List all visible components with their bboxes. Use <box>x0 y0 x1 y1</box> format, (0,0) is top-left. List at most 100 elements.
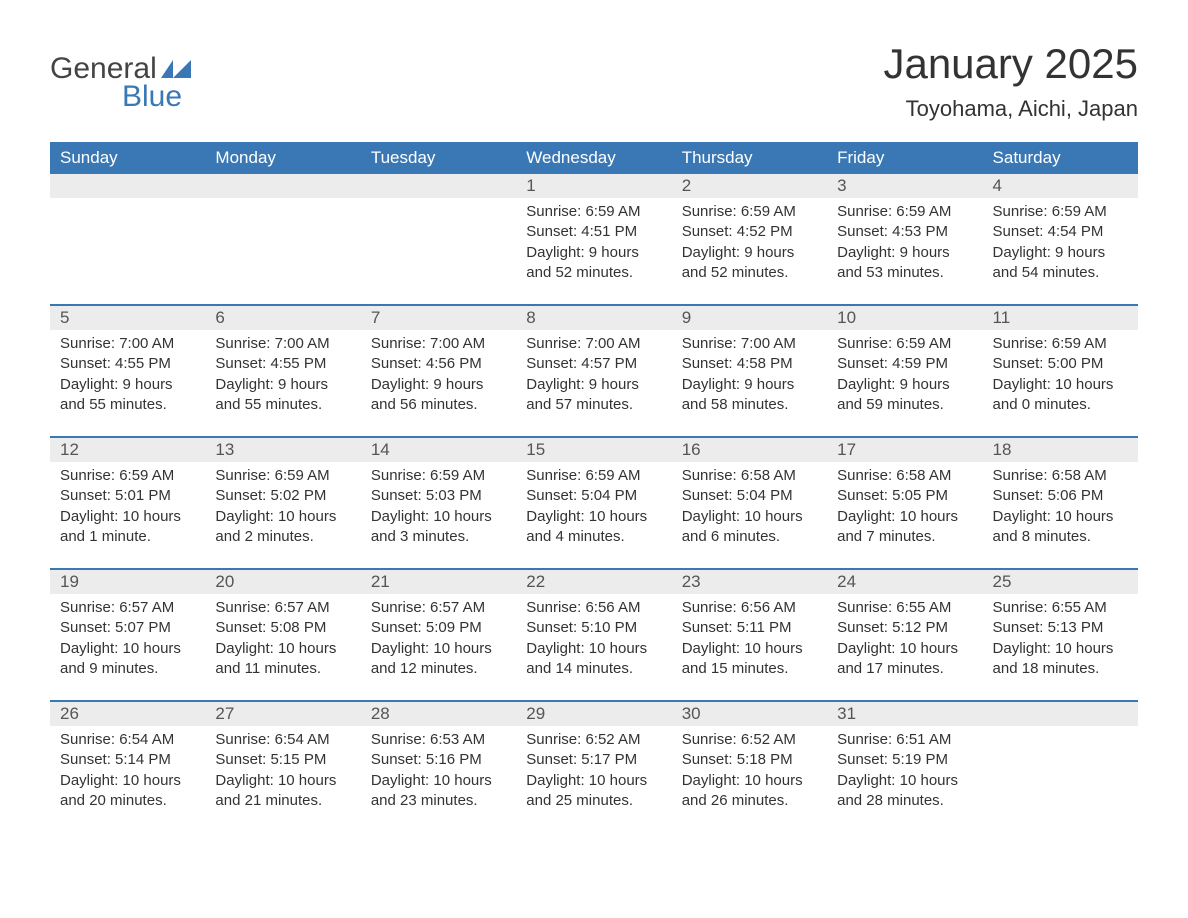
day-cell: 17Sunrise: 6:58 AMSunset: 5:05 PMDayligh… <box>827 438 982 568</box>
daylight-text: Daylight: 10 hours and 23 minutes. <box>371 771 506 812</box>
daylight-text: Daylight: 10 hours and 28 minutes. <box>837 771 972 812</box>
day-cell <box>50 174 205 304</box>
day-body: Sunrise: 6:55 AMSunset: 5:13 PMDaylight:… <box>983 594 1138 689</box>
sunset-text: Sunset: 4:53 PM <box>837 222 972 242</box>
day-body: Sunrise: 7:00 AMSunset: 4:55 PMDaylight:… <box>50 330 205 425</box>
weekday-saturday: Saturday <box>983 142 1138 174</box>
day-body: Sunrise: 6:59 AMSunset: 5:03 PMDaylight:… <box>361 462 516 557</box>
sunset-text: Sunset: 5:10 PM <box>526 618 661 638</box>
weekday-sunday: Sunday <box>50 142 205 174</box>
week-row: 1Sunrise: 6:59 AMSunset: 4:51 PMDaylight… <box>50 174 1138 304</box>
sunrise-text: Sunrise: 6:55 AM <box>837 598 972 618</box>
daylight-text: Daylight: 9 hours and 56 minutes. <box>371 375 506 416</box>
sunset-text: Sunset: 5:03 PM <box>371 486 506 506</box>
weekday-friday: Friday <box>827 142 982 174</box>
sunrise-text: Sunrise: 6:59 AM <box>526 202 661 222</box>
sunrise-text: Sunrise: 7:00 AM <box>526 334 661 354</box>
daylight-text: Daylight: 10 hours and 3 minutes. <box>371 507 506 548</box>
daylight-text: Daylight: 10 hours and 20 minutes. <box>60 771 195 812</box>
sunrise-text: Sunrise: 6:58 AM <box>837 466 972 486</box>
sunrise-text: Sunrise: 6:59 AM <box>371 466 506 486</box>
day-number: 16 <box>672 438 827 462</box>
sunset-text: Sunset: 5:04 PM <box>682 486 817 506</box>
sunrise-text: Sunrise: 6:59 AM <box>526 466 661 486</box>
day-number: 20 <box>205 570 360 594</box>
sunrise-text: Sunrise: 6:59 AM <box>993 202 1128 222</box>
daylight-text: Daylight: 10 hours and 26 minutes. <box>682 771 817 812</box>
sunrise-text: Sunrise: 6:54 AM <box>60 730 195 750</box>
day-number: 4 <box>983 174 1138 198</box>
day-body: Sunrise: 6:52 AMSunset: 5:18 PMDaylight:… <box>672 726 827 821</box>
day-number <box>361 174 516 198</box>
sunset-text: Sunset: 5:14 PM <box>60 750 195 770</box>
day-body: Sunrise: 6:57 AMSunset: 5:09 PMDaylight:… <box>361 594 516 689</box>
day-number: 6 <box>205 306 360 330</box>
sunset-text: Sunset: 5:17 PM <box>526 750 661 770</box>
day-cell: 23Sunrise: 6:56 AMSunset: 5:11 PMDayligh… <box>672 570 827 700</box>
sunset-text: Sunset: 5:06 PM <box>993 486 1128 506</box>
sunrise-text: Sunrise: 6:52 AM <box>526 730 661 750</box>
sunset-text: Sunset: 5:07 PM <box>60 618 195 638</box>
day-body: Sunrise: 7:00 AMSunset: 4:57 PMDaylight:… <box>516 330 671 425</box>
day-cell: 29Sunrise: 6:52 AMSunset: 5:17 PMDayligh… <box>516 702 671 832</box>
sunrise-text: Sunrise: 6:55 AM <box>993 598 1128 618</box>
day-number <box>983 702 1138 726</box>
day-number <box>50 174 205 198</box>
day-body: Sunrise: 6:52 AMSunset: 5:17 PMDaylight:… <box>516 726 671 821</box>
sunset-text: Sunset: 4:51 PM <box>526 222 661 242</box>
day-number: 31 <box>827 702 982 726</box>
day-number: 8 <box>516 306 671 330</box>
daylight-text: Daylight: 10 hours and 8 minutes. <box>993 507 1128 548</box>
day-cell: 25Sunrise: 6:55 AMSunset: 5:13 PMDayligh… <box>983 570 1138 700</box>
sunrise-text: Sunrise: 6:56 AM <box>526 598 661 618</box>
day-cell: 9Sunrise: 7:00 AMSunset: 4:58 PMDaylight… <box>672 306 827 436</box>
day-cell: 30Sunrise: 6:52 AMSunset: 5:18 PMDayligh… <box>672 702 827 832</box>
sunrise-text: Sunrise: 6:59 AM <box>837 334 972 354</box>
day-body: Sunrise: 7:00 AMSunset: 4:56 PMDaylight:… <box>361 330 516 425</box>
sunset-text: Sunset: 5:01 PM <box>60 486 195 506</box>
day-body: Sunrise: 6:59 AMSunset: 4:54 PMDaylight:… <box>983 198 1138 293</box>
day-body: Sunrise: 6:55 AMSunset: 5:12 PMDaylight:… <box>827 594 982 689</box>
daylight-text: Daylight: 9 hours and 54 minutes. <box>993 243 1128 284</box>
logo-blue-text: Blue <box>122 80 182 114</box>
day-number: 7 <box>361 306 516 330</box>
day-body: Sunrise: 6:58 AMSunset: 5:04 PMDaylight:… <box>672 462 827 557</box>
weekday-header-row: Sunday Monday Tuesday Wednesday Thursday… <box>50 142 1138 174</box>
day-cell: 14Sunrise: 6:59 AMSunset: 5:03 PMDayligh… <box>361 438 516 568</box>
sunset-text: Sunset: 5:08 PM <box>215 618 350 638</box>
daylight-text: Daylight: 10 hours and 4 minutes. <box>526 507 661 548</box>
weekday-monday: Monday <box>205 142 360 174</box>
daylight-text: Daylight: 10 hours and 18 minutes. <box>993 639 1128 680</box>
daylight-text: Daylight: 10 hours and 7 minutes. <box>837 507 972 548</box>
day-body: Sunrise: 6:59 AMSunset: 4:52 PMDaylight:… <box>672 198 827 293</box>
day-number: 11 <box>983 306 1138 330</box>
day-cell: 26Sunrise: 6:54 AMSunset: 5:14 PMDayligh… <box>50 702 205 832</box>
daylight-text: Daylight: 9 hours and 52 minutes. <box>682 243 817 284</box>
sunrise-text: Sunrise: 6:52 AM <box>682 730 817 750</box>
daylight-text: Daylight: 10 hours and 9 minutes. <box>60 639 195 680</box>
sunrise-text: Sunrise: 6:59 AM <box>837 202 972 222</box>
sunrise-text: Sunrise: 6:57 AM <box>215 598 350 618</box>
daylight-text: Daylight: 9 hours and 55 minutes. <box>60 375 195 416</box>
day-cell: 27Sunrise: 6:54 AMSunset: 5:15 PMDayligh… <box>205 702 360 832</box>
month-title: January 2025 <box>883 40 1138 88</box>
sunset-text: Sunset: 5:04 PM <box>526 486 661 506</box>
day-cell: 2Sunrise: 6:59 AMSunset: 4:52 PMDaylight… <box>672 174 827 304</box>
sunrise-text: Sunrise: 7:00 AM <box>682 334 817 354</box>
day-body: Sunrise: 6:59 AMSunset: 5:02 PMDaylight:… <box>205 462 360 557</box>
day-body: Sunrise: 6:51 AMSunset: 5:19 PMDaylight:… <box>827 726 982 821</box>
day-cell: 1Sunrise: 6:59 AMSunset: 4:51 PMDaylight… <box>516 174 671 304</box>
day-body: Sunrise: 6:54 AMSunset: 5:15 PMDaylight:… <box>205 726 360 821</box>
sunset-text: Sunset: 4:58 PM <box>682 354 817 374</box>
sunset-text: Sunset: 5:16 PM <box>371 750 506 770</box>
day-cell: 15Sunrise: 6:59 AMSunset: 5:04 PMDayligh… <box>516 438 671 568</box>
day-body: Sunrise: 6:56 AMSunset: 5:11 PMDaylight:… <box>672 594 827 689</box>
daylight-text: Daylight: 10 hours and 6 minutes. <box>682 507 817 548</box>
day-number: 18 <box>983 438 1138 462</box>
sunrise-text: Sunrise: 6:54 AM <box>215 730 350 750</box>
daylight-text: Daylight: 9 hours and 53 minutes. <box>837 243 972 284</box>
daylight-text: Daylight: 9 hours and 58 minutes. <box>682 375 817 416</box>
week-row: 26Sunrise: 6:54 AMSunset: 5:14 PMDayligh… <box>50 700 1138 832</box>
daylight-text: Daylight: 10 hours and 0 minutes. <box>993 375 1128 416</box>
sunset-text: Sunset: 4:56 PM <box>371 354 506 374</box>
